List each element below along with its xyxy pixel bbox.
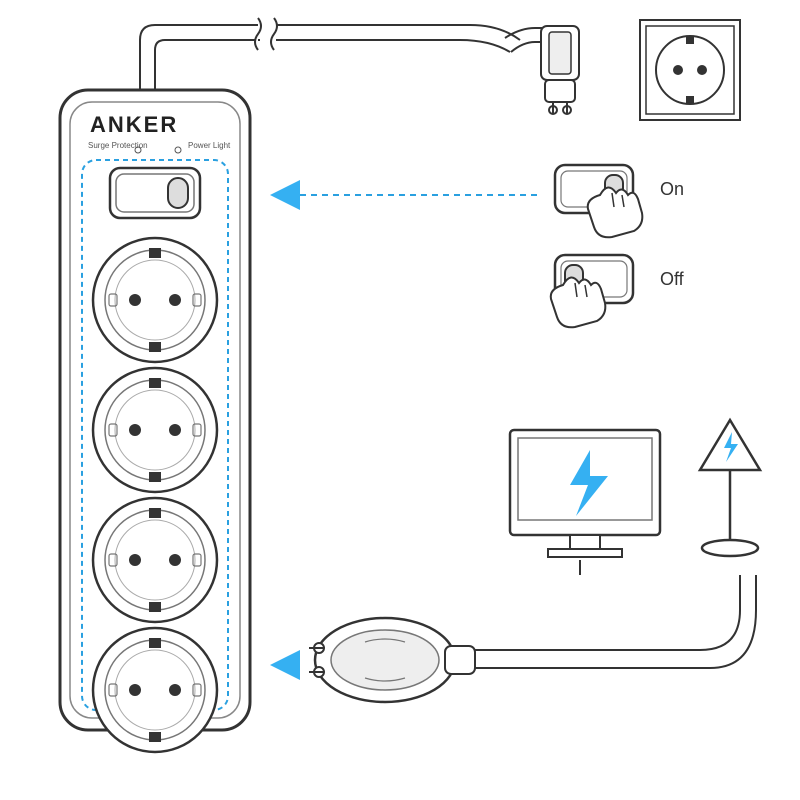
switch-off-illustration xyxy=(551,255,633,327)
wall-socket-icon xyxy=(640,20,740,120)
cable-to-wall xyxy=(140,18,520,90)
wall-plug-icon xyxy=(505,26,579,114)
power-light-label: Power Light xyxy=(188,141,231,150)
arrow-to-outlet xyxy=(270,650,300,680)
lamp-icon xyxy=(700,420,760,556)
device-cable xyxy=(470,560,756,668)
switch-on-illustration xyxy=(555,165,642,237)
off-label: Off xyxy=(660,269,685,289)
outlet-2[interactable] xyxy=(93,368,217,492)
rocker-switch[interactable] xyxy=(110,168,200,218)
brand-label: ANKER xyxy=(90,112,178,137)
outlet-4[interactable] xyxy=(93,628,217,752)
outlet-3[interactable] xyxy=(93,498,217,622)
monitor-icon xyxy=(510,430,660,557)
power-strip: ANKER Surge Protection Power Light xyxy=(60,90,250,752)
arrow-to-switch xyxy=(270,180,540,210)
outlet-1[interactable] xyxy=(93,238,217,362)
surge-label: Surge Protection xyxy=(88,141,148,150)
device-plug-icon xyxy=(309,618,475,702)
on-label: On xyxy=(660,179,684,199)
